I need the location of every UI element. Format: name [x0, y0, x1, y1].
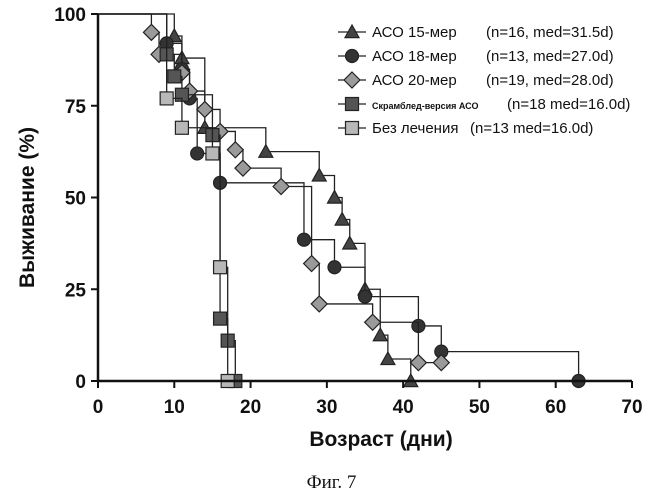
series-5	[98, 13, 235, 389]
y-tick-label: 50	[65, 189, 86, 210]
series-line	[98, 13, 442, 364]
legend-label: Без лечения	[372, 120, 458, 137]
data-point	[212, 260, 228, 275]
data-point	[363, 313, 382, 332]
legend-label: АСО 15-мер	[372, 24, 457, 41]
legend-marker	[343, 71, 361, 89]
legend-label: АСО 20-мер	[372, 72, 457, 89]
x-axis: 0 10 20 30 40 50 60 70	[93, 379, 643, 418]
y-tick-label: 0	[75, 372, 86, 393]
y-tick-label: 100	[54, 5, 86, 26]
data-point	[432, 353, 451, 372]
data-point	[372, 326, 389, 342]
legend-marker	[344, 120, 360, 136]
figure-caption: Фиг. 7	[306, 472, 357, 493]
data-point	[142, 23, 161, 42]
data-point	[159, 91, 174, 106]
legend-stats: (n=18 med=16.0d)	[507, 96, 630, 113]
x-tick-label: 20	[240, 397, 261, 418]
data-point	[326, 189, 343, 204]
legend-stats: (n=16, med=31.5d)	[486, 24, 614, 41]
legend: АСО 15-мер (n=16, med=31.5d) АСО 18-мер (n=…	[338, 23, 630, 137]
x-tick-label: 10	[164, 397, 185, 418]
data-point	[174, 120, 190, 135]
x-tick-label: 50	[469, 397, 490, 418]
legend-marker	[344, 48, 360, 64]
data-point	[257, 143, 274, 158]
y-axis-label: Выживание (%)	[16, 127, 39, 288]
series-3	[98, 13, 451, 372]
data-point	[296, 232, 312, 247]
data-point	[311, 167, 328, 182]
data-point	[310, 295, 329, 313]
data-point	[334, 211, 351, 226]
data-point	[190, 146, 205, 161]
legend-stats: (n=19, med=28.0d)	[486, 72, 614, 89]
y-tick-label: 25	[65, 280, 87, 301]
series-line	[98, 13, 229, 381]
legend-marker	[343, 23, 361, 39]
x-tick-label: 30	[316, 397, 337, 418]
data-point	[212, 311, 228, 326]
data-point	[379, 350, 396, 366]
legend-stats: (n=13, med=27.0d)	[486, 48, 614, 65]
x-tick-label: 70	[621, 397, 642, 418]
x-axis-label: Возраст (дни)	[309, 428, 452, 451]
y-axis: 0 25 50 75 100	[54, 5, 100, 393]
x-tick-label: 40	[393, 397, 414, 418]
y-tick-label: 75	[65, 97, 87, 118]
data-point	[234, 159, 252, 177]
data-point	[167, 69, 182, 84]
x-tick-label: 0	[93, 397, 104, 418]
data-point	[327, 260, 342, 275]
data-point	[357, 289, 373, 304]
data-point	[341, 235, 358, 250]
legend-stats: (n=13 med=16.0d)	[470, 120, 593, 137]
x-tick-label: 60	[545, 397, 566, 418]
data-point	[195, 100, 214, 119]
survival-chart: 0 10 20 30 40 50 60 70 0 25 50 75 100 Возраст (дни)…	[16, 5, 643, 451]
legend-label: АСО 18-мер	[372, 48, 457, 65]
plot-area	[98, 13, 586, 389]
data-point	[272, 177, 290, 196]
data-point	[226, 140, 245, 159]
legend-marker	[344, 96, 360, 112]
legend-label: Скрамблед-версия АСО	[372, 101, 478, 111]
data-point	[302, 254, 321, 273]
data-point	[409, 353, 428, 372]
data-point	[205, 146, 220, 161]
